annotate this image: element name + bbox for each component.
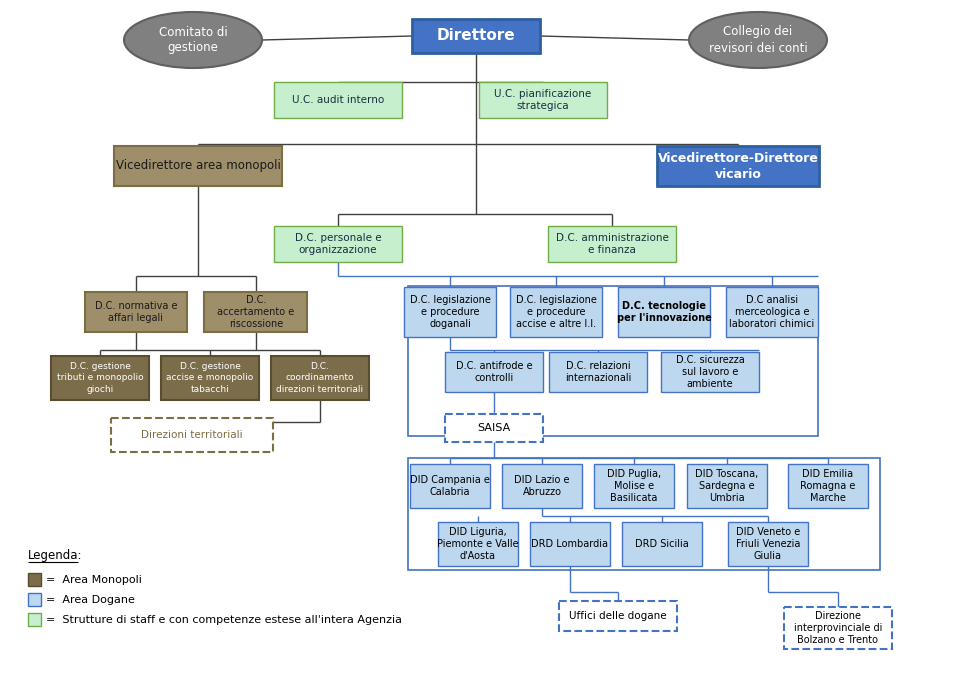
Text: =  Area Monopoli: = Area Monopoli — [46, 575, 142, 585]
Text: D.C analisi
merceologica e
laboratori chimici: D.C analisi merceologica e laboratori ch… — [729, 295, 814, 330]
FancyBboxPatch shape — [412, 19, 540, 53]
FancyBboxPatch shape — [510, 287, 602, 337]
FancyBboxPatch shape — [726, 287, 818, 337]
Text: D.C. tecnologie
per l'innovazione: D.C. tecnologie per l'innovazione — [617, 301, 712, 324]
FancyBboxPatch shape — [51, 356, 149, 400]
FancyBboxPatch shape — [661, 352, 759, 392]
Text: =  Strutture di staff e con competenze estese all'intera Agenzia: = Strutture di staff e con competenze es… — [46, 615, 402, 625]
Text: DID Veneto e
Friuli Venezia
Giulia: DID Veneto e Friuli Venezia Giulia — [736, 526, 800, 561]
Text: D.C. normativa e
affari legali: D.C. normativa e affari legali — [95, 301, 177, 324]
Text: SAISA: SAISA — [477, 423, 511, 433]
FancyBboxPatch shape — [788, 464, 868, 508]
Text: Vicedirettore-Direttore
vicario: Vicedirettore-Direttore vicario — [657, 152, 818, 181]
FancyBboxPatch shape — [657, 146, 819, 186]
FancyBboxPatch shape — [28, 593, 41, 606]
Text: Uffici delle dogane: Uffici delle dogane — [569, 611, 667, 621]
Text: D.C. sicurezza
sul lavoro e
ambiente: D.C. sicurezza sul lavoro e ambiente — [675, 355, 744, 390]
FancyBboxPatch shape — [445, 414, 543, 442]
FancyBboxPatch shape — [594, 464, 674, 508]
FancyBboxPatch shape — [28, 613, 41, 626]
Text: DID Puglia,
Molise e
Basilicata: DID Puglia, Molise e Basilicata — [607, 468, 661, 503]
FancyBboxPatch shape — [161, 356, 259, 400]
Text: D.C. personale e
organizzazione: D.C. personale e organizzazione — [295, 233, 381, 255]
FancyBboxPatch shape — [410, 464, 490, 508]
Text: Comitato di
gestione: Comitato di gestione — [159, 26, 227, 55]
FancyBboxPatch shape — [479, 82, 607, 118]
FancyBboxPatch shape — [404, 287, 496, 337]
FancyBboxPatch shape — [114, 146, 282, 186]
Text: Direttore: Direttore — [437, 28, 515, 44]
Text: DRD Sicilia: DRD Sicilia — [635, 539, 689, 549]
FancyBboxPatch shape — [728, 522, 808, 566]
Text: DID Liguria,
Piemonte e Valle
d'Aosta: DID Liguria, Piemonte e Valle d'Aosta — [437, 526, 519, 561]
Text: D.C. antifrode e
controlli: D.C. antifrode e controlli — [456, 361, 533, 384]
Text: D.C. legislazione
e procedure
doganali: D.C. legislazione e procedure doganali — [410, 295, 490, 330]
Text: DID Lazio e
Abruzzo: DID Lazio e Abruzzo — [514, 474, 570, 497]
FancyBboxPatch shape — [502, 464, 582, 508]
Text: DID Emilia
Romagna e
Marche: DID Emilia Romagna e Marche — [800, 468, 855, 503]
FancyBboxPatch shape — [84, 292, 188, 332]
FancyBboxPatch shape — [622, 522, 702, 566]
Text: DID Campania e
Calabria: DID Campania e Calabria — [410, 474, 490, 497]
FancyBboxPatch shape — [271, 356, 369, 400]
FancyBboxPatch shape — [438, 522, 518, 566]
FancyBboxPatch shape — [548, 226, 676, 262]
Text: D.C. gestione
tributi e monopolio
giochi: D.C. gestione tributi e monopolio giochi — [57, 363, 144, 394]
Text: Direzione
interprovinciale di
Bolzano e Trento: Direzione interprovinciale di Bolzano e … — [794, 611, 882, 646]
Text: D.C. relazioni
internazionali: D.C. relazioni internazionali — [565, 361, 631, 384]
Text: D.C. legislazione
e procedure
accise e altre I.I.: D.C. legislazione e procedure accise e a… — [515, 295, 597, 330]
Text: DRD Lombardia: DRD Lombardia — [532, 539, 608, 549]
FancyBboxPatch shape — [784, 607, 892, 649]
FancyBboxPatch shape — [618, 287, 710, 337]
Text: D.C.
coordinamento
direzioni territoriali: D.C. coordinamento direzioni territorial… — [277, 363, 364, 394]
FancyBboxPatch shape — [274, 82, 402, 118]
Text: Collegio dei
revisori dei conti: Collegio dei revisori dei conti — [709, 26, 808, 55]
Text: U.C. audit interno: U.C. audit interno — [292, 95, 384, 105]
Text: =  Area Dogane: = Area Dogane — [46, 595, 135, 605]
Text: U.C. pianificazione
strategica: U.C. pianificazione strategica — [494, 89, 592, 111]
FancyBboxPatch shape — [559, 601, 677, 631]
Text: Vicedirettore area monopoli: Vicedirettore area monopoli — [116, 160, 281, 173]
FancyBboxPatch shape — [445, 352, 543, 392]
FancyBboxPatch shape — [274, 226, 402, 262]
Text: Legenda:: Legenda: — [28, 549, 82, 562]
Text: D.C.
accertamento e
riscossione: D.C. accertamento e riscossione — [217, 295, 295, 330]
Text: Direzioni territoriali: Direzioni territoriali — [141, 430, 242, 440]
Text: D.C. amministrazione
e finanza: D.C. amministrazione e finanza — [556, 233, 669, 255]
FancyBboxPatch shape — [549, 352, 647, 392]
Ellipse shape — [689, 12, 827, 68]
FancyBboxPatch shape — [530, 522, 610, 566]
FancyBboxPatch shape — [687, 464, 767, 508]
Ellipse shape — [124, 12, 262, 68]
Text: D.C. gestione
accise e monopolio
tabacchi: D.C. gestione accise e monopolio tabacch… — [167, 363, 254, 394]
Text: DID Toscana,
Sardegna e
Umbria: DID Toscana, Sardegna e Umbria — [696, 468, 759, 503]
FancyBboxPatch shape — [204, 292, 308, 332]
FancyBboxPatch shape — [28, 573, 41, 586]
FancyBboxPatch shape — [111, 418, 273, 452]
